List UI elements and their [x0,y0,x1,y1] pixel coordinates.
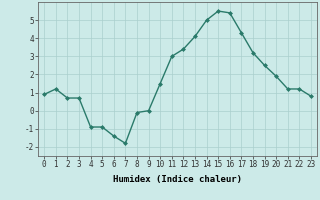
X-axis label: Humidex (Indice chaleur): Humidex (Indice chaleur) [113,175,242,184]
